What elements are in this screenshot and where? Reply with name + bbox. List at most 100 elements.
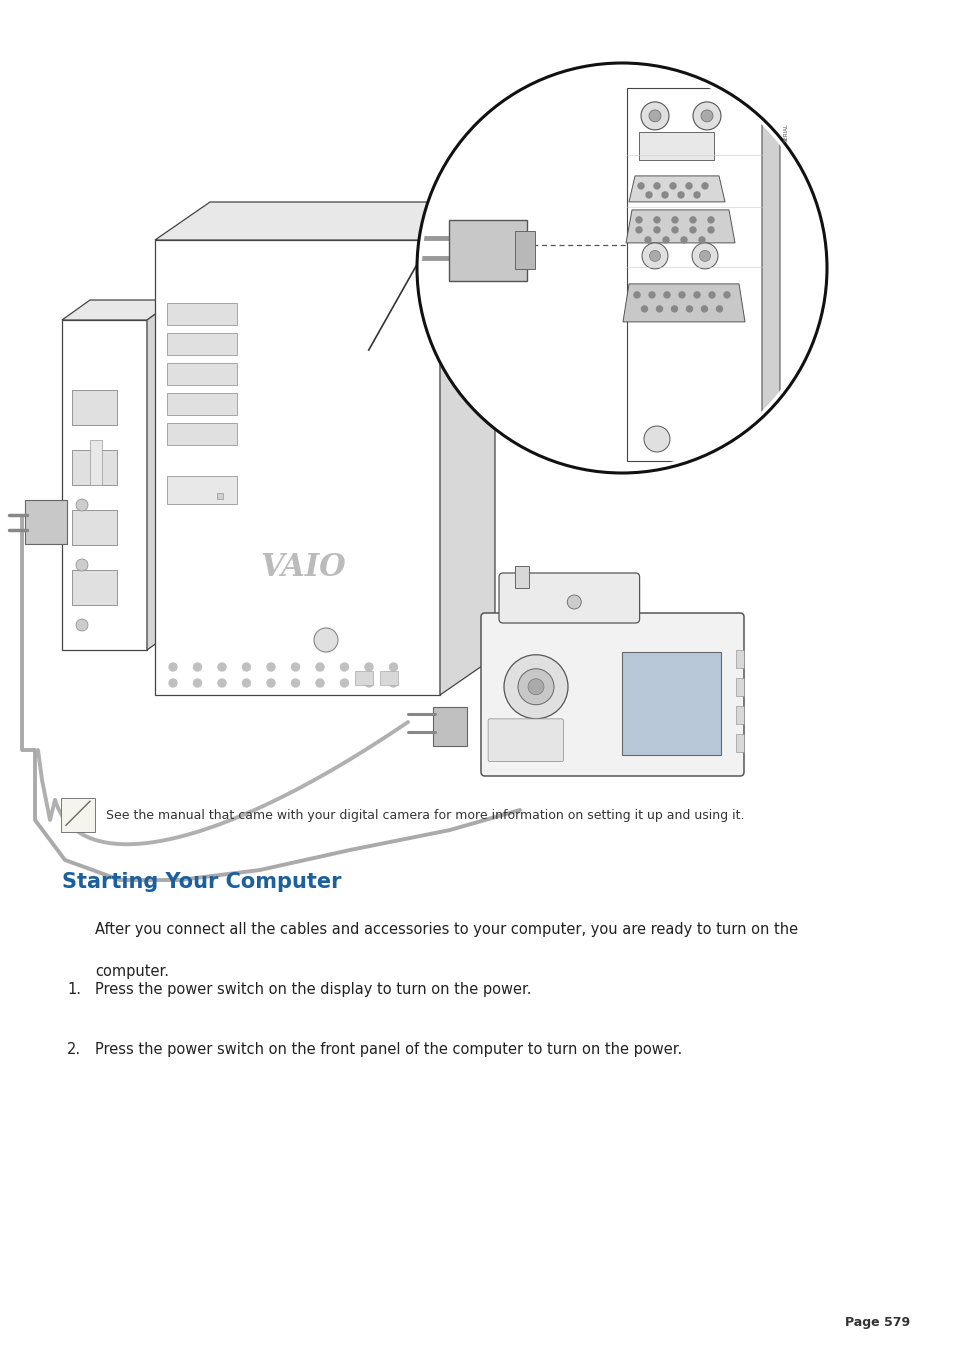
Polygon shape [625,209,734,243]
Circle shape [699,236,704,243]
Circle shape [645,192,651,197]
FancyBboxPatch shape [514,566,528,588]
Circle shape [692,101,720,130]
FancyBboxPatch shape [71,450,117,485]
Circle shape [242,663,251,671]
Text: Press the power switch on the front panel of the computer to turn on the power.: Press the power switch on the front pane… [95,1042,681,1056]
Circle shape [716,305,721,312]
Polygon shape [154,240,439,694]
FancyBboxPatch shape [25,500,67,544]
Circle shape [693,192,700,197]
Circle shape [416,63,826,473]
Circle shape [242,680,251,688]
FancyBboxPatch shape [498,573,639,623]
Circle shape [663,292,669,299]
FancyBboxPatch shape [639,132,713,159]
Circle shape [267,680,274,688]
Circle shape [315,663,324,671]
Circle shape [76,619,88,631]
FancyBboxPatch shape [488,719,563,762]
FancyBboxPatch shape [433,707,467,746]
Circle shape [671,227,678,232]
Circle shape [527,678,543,694]
Text: After you connect all the cables and accessories to your computer, you are ready: After you connect all the cables and acc… [95,921,798,938]
Polygon shape [439,203,495,694]
Circle shape [661,192,667,197]
Circle shape [662,236,668,243]
Polygon shape [761,76,780,461]
Circle shape [365,680,373,688]
Circle shape [678,192,683,197]
Circle shape [634,292,639,299]
Circle shape [218,663,226,671]
Circle shape [648,292,655,299]
FancyBboxPatch shape [167,393,236,415]
Circle shape [340,663,348,671]
FancyBboxPatch shape [61,798,95,832]
Circle shape [700,109,712,122]
FancyBboxPatch shape [355,671,372,685]
FancyBboxPatch shape [167,423,236,444]
Circle shape [679,292,684,299]
FancyBboxPatch shape [167,363,236,385]
FancyBboxPatch shape [480,613,743,775]
Circle shape [315,680,324,688]
Text: Starting Your Computer: Starting Your Computer [62,871,341,892]
FancyBboxPatch shape [449,219,526,281]
Circle shape [389,663,397,671]
Circle shape [707,227,713,232]
FancyBboxPatch shape [167,476,236,504]
FancyBboxPatch shape [71,509,117,544]
FancyBboxPatch shape [71,390,117,426]
Circle shape [636,218,641,223]
Circle shape [671,305,677,312]
Circle shape [669,182,676,189]
Circle shape [169,680,177,688]
Text: See the manual that came with your digital camera for more information on settin: See the manual that came with your digit… [106,809,743,823]
Circle shape [292,680,299,688]
FancyBboxPatch shape [167,332,236,355]
Circle shape [389,680,397,688]
FancyBboxPatch shape [379,671,397,685]
Circle shape [641,243,667,269]
Text: Press the power switch on the display to turn on the power.: Press the power switch on the display to… [95,982,531,997]
FancyBboxPatch shape [167,303,236,324]
Circle shape [708,292,714,299]
FancyBboxPatch shape [626,88,761,461]
Circle shape [654,227,659,232]
Text: 1.: 1. [67,982,81,997]
Circle shape [700,305,707,312]
Circle shape [340,680,348,688]
Polygon shape [147,300,174,650]
Text: SERIAL: SERIAL [783,123,788,142]
Circle shape [699,250,710,261]
FancyBboxPatch shape [621,653,720,755]
Circle shape [686,305,692,312]
Circle shape [193,663,201,671]
Circle shape [680,236,686,243]
Circle shape [640,101,668,130]
FancyBboxPatch shape [90,440,102,485]
FancyBboxPatch shape [735,678,743,696]
Circle shape [691,243,718,269]
Circle shape [517,669,554,705]
Circle shape [693,292,700,299]
Circle shape [218,680,226,688]
Circle shape [76,499,88,511]
Circle shape [643,426,669,453]
Circle shape [76,559,88,571]
Circle shape [689,227,696,232]
Circle shape [567,594,580,609]
Circle shape [656,305,661,312]
FancyBboxPatch shape [515,231,535,269]
Circle shape [640,305,647,312]
FancyBboxPatch shape [735,650,743,667]
FancyBboxPatch shape [735,734,743,753]
Circle shape [636,227,641,232]
Polygon shape [62,300,174,320]
FancyBboxPatch shape [217,493,223,500]
Circle shape [654,218,659,223]
Circle shape [169,663,177,671]
Text: computer.: computer. [95,965,169,979]
Circle shape [723,292,729,299]
